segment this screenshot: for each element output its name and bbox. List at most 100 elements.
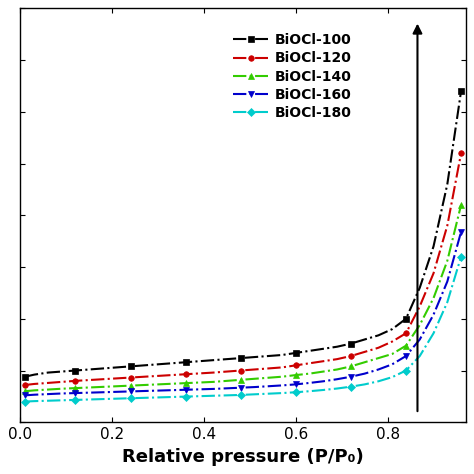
X-axis label: Relative pressure (P/P₀): Relative pressure (P/P₀) xyxy=(122,447,364,465)
BiOCl-120 xyxy=(279,365,285,370)
BiOCl-160 xyxy=(238,385,244,391)
BiOCl-100 xyxy=(86,366,92,372)
BiOCl-180 xyxy=(238,392,244,398)
BiOCl-120 xyxy=(59,379,64,385)
BiOCl-140 xyxy=(22,388,28,394)
BiOCl-100 xyxy=(45,370,51,375)
BiOCl-100 xyxy=(100,365,106,371)
BiOCl-100 xyxy=(31,372,37,377)
Line: BiOCl-100: BiOCl-100 xyxy=(22,88,464,380)
BiOCl-180 xyxy=(431,330,437,336)
BiOCl-100 xyxy=(169,360,175,366)
BiOCl-120 xyxy=(307,360,312,366)
BiOCl-100 xyxy=(348,341,354,346)
BiOCl-120 xyxy=(155,373,161,379)
BiOCl-120 xyxy=(73,378,78,383)
BiOCl-180 xyxy=(169,394,175,400)
BiOCl-180 xyxy=(197,393,202,399)
BiOCl-140 xyxy=(45,387,51,392)
BiOCl-180 xyxy=(45,398,51,403)
BiOCl-100 xyxy=(224,356,230,362)
BiOCl-180 xyxy=(210,393,216,399)
BiOCl-140 xyxy=(100,384,106,390)
BiOCl-180 xyxy=(458,254,464,260)
BiOCl-160 xyxy=(128,389,133,394)
BiOCl-100 xyxy=(114,365,119,370)
BiOCl-160 xyxy=(458,229,464,235)
BiOCl-120 xyxy=(100,376,106,382)
BiOCl-140 xyxy=(279,374,285,380)
BiOCl-100 xyxy=(252,354,257,360)
BiOCl-100 xyxy=(362,337,367,342)
BiOCl-140 xyxy=(252,376,257,382)
BiOCl-100 xyxy=(375,332,381,338)
BiOCl-120 xyxy=(375,345,381,351)
BiOCl-140 xyxy=(197,380,202,385)
BiOCl-180 xyxy=(279,390,285,396)
BiOCl-160 xyxy=(279,383,285,388)
BiOCl-160 xyxy=(375,366,381,372)
BiOCl-160 xyxy=(73,390,78,396)
BiOCl-180 xyxy=(320,387,326,393)
BiOCl-140 xyxy=(155,382,161,387)
BiOCl-140 xyxy=(417,322,423,328)
BiOCl-140 xyxy=(431,295,437,301)
BiOCl-120 xyxy=(348,353,354,359)
BiOCl-100 xyxy=(279,352,285,358)
BiOCl-180 xyxy=(59,398,64,403)
BiOCl-160 xyxy=(183,387,189,392)
BiOCl-140 xyxy=(59,386,64,392)
BiOCl-160 xyxy=(334,376,340,382)
BiOCl-120 xyxy=(169,372,175,378)
BiOCl-180 xyxy=(293,390,299,395)
BiOCl-180 xyxy=(114,396,119,401)
BiOCl-160 xyxy=(445,279,450,284)
BiOCl-120 xyxy=(431,270,437,276)
BiOCl-180 xyxy=(183,394,189,400)
Legend: BiOCl-100, BiOCl-120, BiOCl-140, BiOCl-160, BiOCl-180: BiOCl-100, BiOCl-120, BiOCl-140, BiOCl-1… xyxy=(228,27,357,126)
BiOCl-180 xyxy=(100,396,106,402)
BiOCl-100 xyxy=(293,350,299,356)
BiOCl-160 xyxy=(307,380,312,386)
Line: BiOCl-160: BiOCl-160 xyxy=(22,229,464,398)
BiOCl-100 xyxy=(210,357,216,363)
BiOCl-160 xyxy=(45,391,51,397)
BiOCl-140 xyxy=(114,383,119,389)
BiOCl-100 xyxy=(417,285,423,291)
BiOCl-180 xyxy=(403,368,409,374)
BiOCl-100 xyxy=(22,374,28,380)
BiOCl-120 xyxy=(45,380,51,386)
BiOCl-160 xyxy=(293,382,299,387)
BiOCl-140 xyxy=(307,371,312,376)
BiOCl-140 xyxy=(128,383,133,389)
BiOCl-180 xyxy=(142,395,147,401)
BiOCl-180 xyxy=(73,397,78,403)
BiOCl-100 xyxy=(183,359,189,365)
BiOCl-140 xyxy=(334,366,340,372)
BiOCl-160 xyxy=(403,353,409,359)
BiOCl-180 xyxy=(348,384,354,390)
BiOCl-160 xyxy=(22,392,28,398)
BiOCl-140 xyxy=(293,372,299,378)
BiOCl-120 xyxy=(183,372,189,377)
BiOCl-120 xyxy=(293,363,299,368)
BiOCl-140 xyxy=(362,359,367,365)
BiOCl-120 xyxy=(224,369,230,374)
BiOCl-120 xyxy=(31,381,37,387)
BiOCl-140 xyxy=(210,379,216,385)
Line: BiOCl-140: BiOCl-140 xyxy=(22,202,464,394)
BiOCl-180 xyxy=(362,382,367,387)
BiOCl-140 xyxy=(224,378,230,383)
BiOCl-120 xyxy=(362,349,367,355)
BiOCl-140 xyxy=(183,380,189,386)
BiOCl-140 xyxy=(238,377,244,383)
BiOCl-160 xyxy=(224,385,230,391)
BiOCl-160 xyxy=(431,312,437,318)
BiOCl-120 xyxy=(86,377,92,383)
BiOCl-100 xyxy=(389,326,395,332)
BiOCl-180 xyxy=(128,395,133,401)
BiOCl-160 xyxy=(155,388,161,393)
BiOCl-140 xyxy=(265,375,271,381)
BiOCl-100 xyxy=(307,348,312,354)
BiOCl-180 xyxy=(265,391,271,397)
